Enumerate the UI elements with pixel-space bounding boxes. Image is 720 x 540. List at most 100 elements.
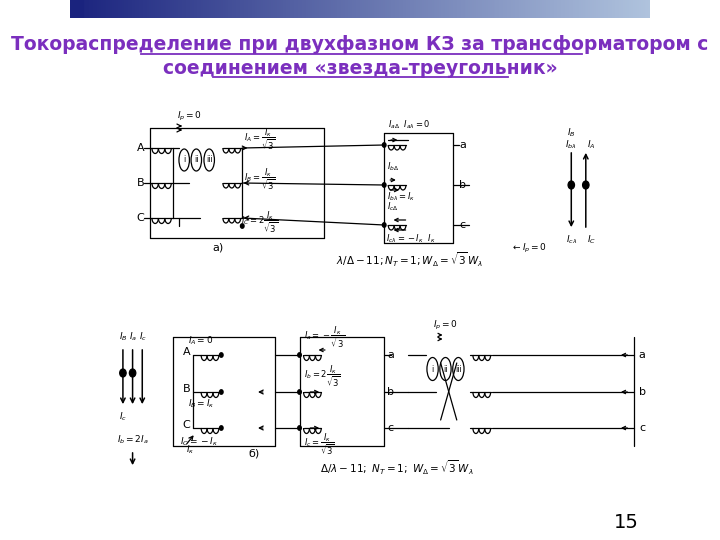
Polygon shape — [209, 0, 211, 18]
Polygon shape — [492, 0, 493, 18]
Polygon shape — [320, 0, 321, 18]
Polygon shape — [523, 0, 524, 18]
Circle shape — [568, 181, 575, 189]
Polygon shape — [296, 0, 298, 18]
Polygon shape — [518, 0, 521, 18]
Polygon shape — [114, 0, 116, 18]
Polygon shape — [196, 0, 197, 18]
Text: $I_B=I_\kappa$: $I_B=I_\kappa$ — [188, 398, 215, 410]
Text: соединением «звезда-треугольник»: соединением «звезда-треугольник» — [163, 58, 557, 78]
Polygon shape — [313, 0, 315, 18]
Polygon shape — [140, 0, 141, 18]
Polygon shape — [186, 0, 188, 18]
Polygon shape — [174, 0, 176, 18]
Polygon shape — [376, 0, 377, 18]
Polygon shape — [387, 0, 389, 18]
Polygon shape — [580, 0, 582, 18]
Polygon shape — [155, 0, 157, 18]
Polygon shape — [93, 0, 95, 18]
Polygon shape — [579, 0, 580, 18]
Circle shape — [120, 369, 126, 377]
Polygon shape — [244, 0, 246, 18]
Text: $I_c$: $I_c$ — [139, 330, 147, 343]
Polygon shape — [120, 0, 122, 18]
Polygon shape — [189, 0, 192, 18]
Polygon shape — [602, 0, 604, 18]
Polygon shape — [182, 0, 184, 18]
Text: $I_b=2I_a$: $I_b=2I_a$ — [117, 434, 148, 446]
Text: $I_c=\dfrac{I_\kappa}{\sqrt{3}}$: $I_c=\dfrac{I_\kappa}{\sqrt{3}}$ — [304, 431, 335, 457]
Polygon shape — [600, 0, 602, 18]
Text: ii: ii — [444, 364, 448, 374]
Polygon shape — [636, 0, 639, 18]
Polygon shape — [498, 0, 500, 18]
Polygon shape — [104, 0, 107, 18]
Polygon shape — [391, 0, 393, 18]
Text: c: c — [387, 423, 394, 433]
Polygon shape — [459, 0, 461, 18]
Polygon shape — [321, 0, 323, 18]
Polygon shape — [344, 0, 346, 18]
Text: b: b — [459, 180, 466, 190]
Polygon shape — [596, 0, 598, 18]
Polygon shape — [273, 0, 275, 18]
Polygon shape — [124, 0, 126, 18]
Polygon shape — [70, 0, 71, 18]
Text: $I_A$: $I_A$ — [588, 139, 596, 151]
Polygon shape — [430, 0, 431, 18]
Polygon shape — [575, 0, 577, 18]
Polygon shape — [178, 0, 180, 18]
Polygon shape — [163, 0, 165, 18]
Polygon shape — [416, 0, 418, 18]
Polygon shape — [438, 0, 439, 18]
Polygon shape — [474, 0, 476, 18]
Polygon shape — [382, 0, 383, 18]
Polygon shape — [524, 0, 526, 18]
Polygon shape — [248, 0, 250, 18]
Polygon shape — [536, 0, 538, 18]
Polygon shape — [84, 0, 85, 18]
Polygon shape — [149, 0, 151, 18]
Polygon shape — [368, 0, 369, 18]
Polygon shape — [606, 0, 608, 18]
Polygon shape — [464, 0, 467, 18]
Text: $I_{b\lambda}=I_\kappa$: $I_{b\lambda}=I_\kappa$ — [387, 191, 415, 203]
Text: b: b — [387, 387, 394, 397]
Polygon shape — [611, 0, 613, 18]
Polygon shape — [462, 0, 464, 18]
Polygon shape — [490, 0, 492, 18]
Text: c: c — [459, 220, 465, 230]
Polygon shape — [151, 0, 153, 18]
Polygon shape — [116, 0, 118, 18]
Polygon shape — [493, 0, 495, 18]
Polygon shape — [509, 0, 511, 18]
Polygon shape — [470, 0, 472, 18]
Polygon shape — [356, 0, 358, 18]
Polygon shape — [259, 0, 261, 18]
Polygon shape — [495, 0, 498, 18]
Circle shape — [382, 183, 386, 187]
Polygon shape — [366, 0, 368, 18]
Polygon shape — [453, 0, 455, 18]
Polygon shape — [184, 0, 186, 18]
Polygon shape — [109, 0, 110, 18]
Text: C: C — [137, 213, 145, 223]
Polygon shape — [407, 0, 408, 18]
Polygon shape — [112, 0, 114, 18]
Text: $I_{b\Delta}$: $I_{b\Delta}$ — [387, 161, 400, 173]
Polygon shape — [70, 0, 84, 18]
Polygon shape — [410, 0, 413, 18]
Text: ii: ii — [194, 156, 199, 165]
Text: $I_B=\dfrac{I_\kappa}{\sqrt{3}}$: $I_B=\dfrac{I_\kappa}{\sqrt{3}}$ — [244, 166, 276, 192]
Polygon shape — [385, 0, 387, 18]
Polygon shape — [264, 0, 265, 18]
Polygon shape — [540, 0, 542, 18]
Polygon shape — [511, 0, 513, 18]
Polygon shape — [408, 0, 410, 18]
Text: б): б) — [248, 449, 260, 459]
Text: i: i — [183, 156, 185, 165]
Circle shape — [298, 353, 301, 357]
Polygon shape — [258, 0, 259, 18]
Text: $I_{c\lambda}=-I_\kappa\ \ I_\kappa$: $I_{c\lambda}=-I_\kappa\ \ I_\kappa$ — [386, 233, 436, 245]
Polygon shape — [397, 0, 399, 18]
